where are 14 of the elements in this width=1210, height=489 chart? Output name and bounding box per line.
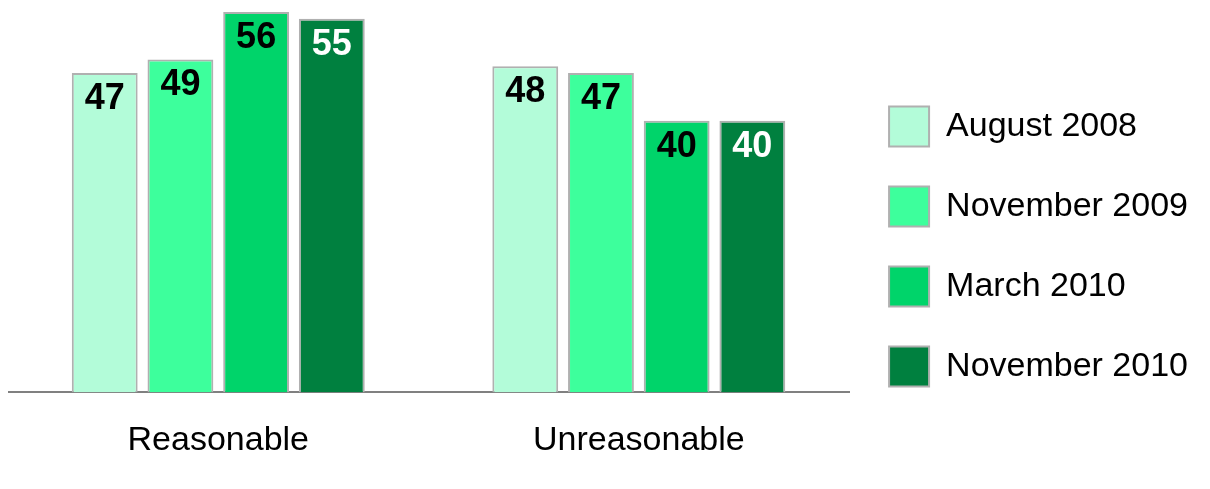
legend-label: March 2010 [946, 264, 1126, 303]
data-label: 55 [311, 21, 352, 63]
data-label: 47 [580, 76, 621, 118]
data-label: 56 [236, 14, 277, 56]
legend-label: November 2010 [946, 344, 1188, 383]
data-label: 40 [656, 123, 697, 165]
data-label: 40 [732, 123, 773, 165]
x-tick-label: Unreasonable [532, 418, 745, 457]
data-label: 48 [505, 69, 546, 111]
legend-label: November 2009 [946, 184, 1188, 223]
x-tick-label: Reasonable [127, 418, 310, 457]
legend-label: August 2008 [946, 104, 1138, 143]
data-label: 49 [160, 62, 201, 104]
data-label: 47 [84, 76, 125, 118]
